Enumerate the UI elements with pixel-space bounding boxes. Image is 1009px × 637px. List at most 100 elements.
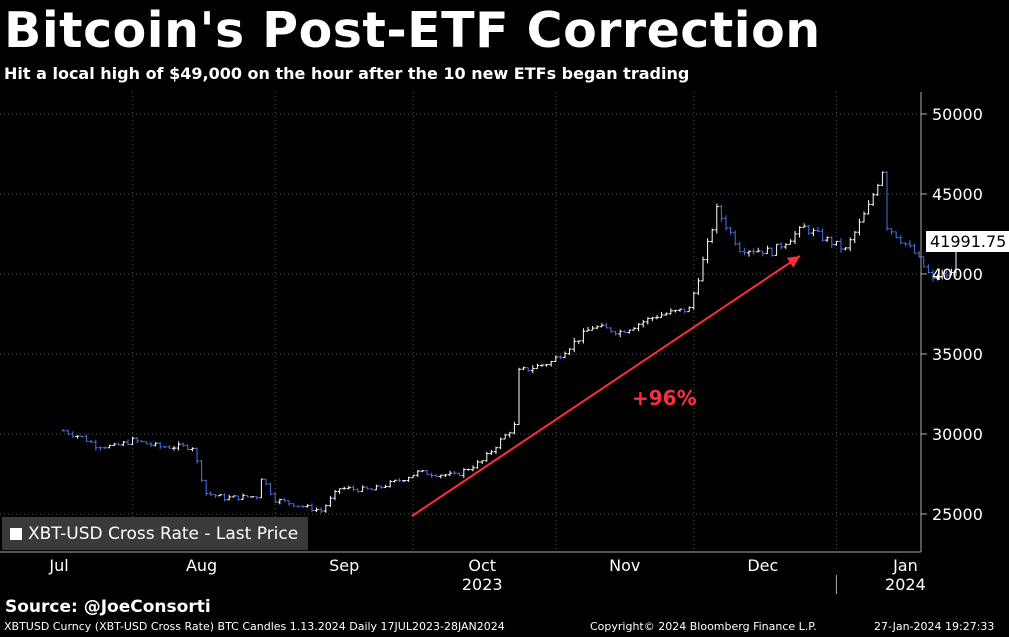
price-candle [480,460,485,464]
price-candle [406,476,411,482]
price-candle [369,488,374,491]
price-candle [84,434,89,442]
price-candle [843,247,848,251]
price-candle [595,325,600,330]
x-tick-label: Oct [468,556,496,575]
price-candle [563,351,567,359]
price-candle [319,507,324,514]
price-candle [227,494,232,501]
price-candle [724,215,728,231]
price-candle [103,446,107,450]
price-candle [673,309,678,313]
price-candle [540,364,544,367]
price-candle [190,447,195,452]
price-candle [402,480,406,483]
price-candle [296,505,301,508]
price-candle [356,488,360,493]
price-candle [696,277,701,295]
price-candle [875,183,880,196]
price-candle [756,247,761,253]
price-candle [314,507,319,513]
price-candle [880,171,885,187]
price-candle [926,264,931,274]
price-candle [218,494,222,497]
price-candle [494,446,498,455]
price-candle [61,429,66,432]
footer-ticker: XBTUSD Curncy (XBT-USD Cross Rate) BTC C… [4,620,505,633]
price-candle [770,247,774,257]
price-candle [530,365,535,374]
price-candle [282,497,287,502]
price-candle [632,327,636,331]
price-candle [512,421,517,435]
price-candle [885,171,889,231]
price-candle [135,437,140,444]
price-candle [797,226,802,238]
price-candle [420,470,425,473]
price-candle [705,238,710,264]
price-candle [489,450,494,456]
gain-arrow [411,255,801,517]
y-tick-label: 25000 [932,505,983,524]
price-candle [935,274,940,281]
price-candle [852,231,857,244]
legend: XBT-USD Cross Rate - Last Price [2,517,308,550]
price-candle [604,322,609,329]
price-candle [526,367,531,372]
price-candle [144,441,149,445]
price-candle [553,355,558,363]
price-candle [162,445,167,448]
price-candle [544,363,549,367]
price-candle [728,226,733,235]
price-candle [714,203,719,234]
price-candle [783,243,788,249]
price-candle [365,486,370,490]
price-candle [871,192,876,206]
price-candle [231,495,236,498]
price-candle [484,451,489,462]
price-candle [351,485,356,492]
price-candle [208,491,213,497]
price-candle [788,239,793,245]
price-candle [392,479,397,483]
price-candle [254,495,259,500]
x-tick-label: Aug [186,556,217,575]
price-candle [66,429,71,436]
price-candle [774,243,779,256]
x-tick-label: Jan [892,556,918,575]
price-candle [213,494,218,498]
price-candle [360,485,365,493]
price-candle [346,485,351,490]
price-candle [461,468,466,478]
price-candle [558,355,563,360]
gain-annotation: +96% [632,386,697,410]
price-candle [98,446,103,451]
price-candle [586,327,590,332]
price-candle [779,241,784,250]
y-tick-label: 50000 [932,105,983,124]
price-candle [751,248,756,255]
price-candle [204,479,209,496]
price-candle [328,495,333,507]
price-candle [429,472,434,478]
price-candle [517,367,521,426]
last-price-label: 41991.75 [926,231,1009,252]
price-candle [126,439,130,446]
legend-label: XBT-USD Cross Rate - Last Price [28,523,299,544]
price-candle [388,479,393,488]
price-candle [245,494,250,498]
price-candle [664,312,669,316]
price-candle [839,238,843,253]
chart-title: Bitcoin's Post-ETF Correction [4,2,821,59]
price-candle [889,228,894,235]
price-candle [333,489,337,501]
x-tick-label: Jul [48,556,68,575]
price-candle [760,250,765,257]
price-candle [323,504,328,513]
price-candle [259,478,264,499]
price-candle [691,291,696,310]
price-candle [287,500,291,506]
price-candle [668,308,673,315]
price-candle [291,503,296,507]
price-candle [241,493,245,500]
